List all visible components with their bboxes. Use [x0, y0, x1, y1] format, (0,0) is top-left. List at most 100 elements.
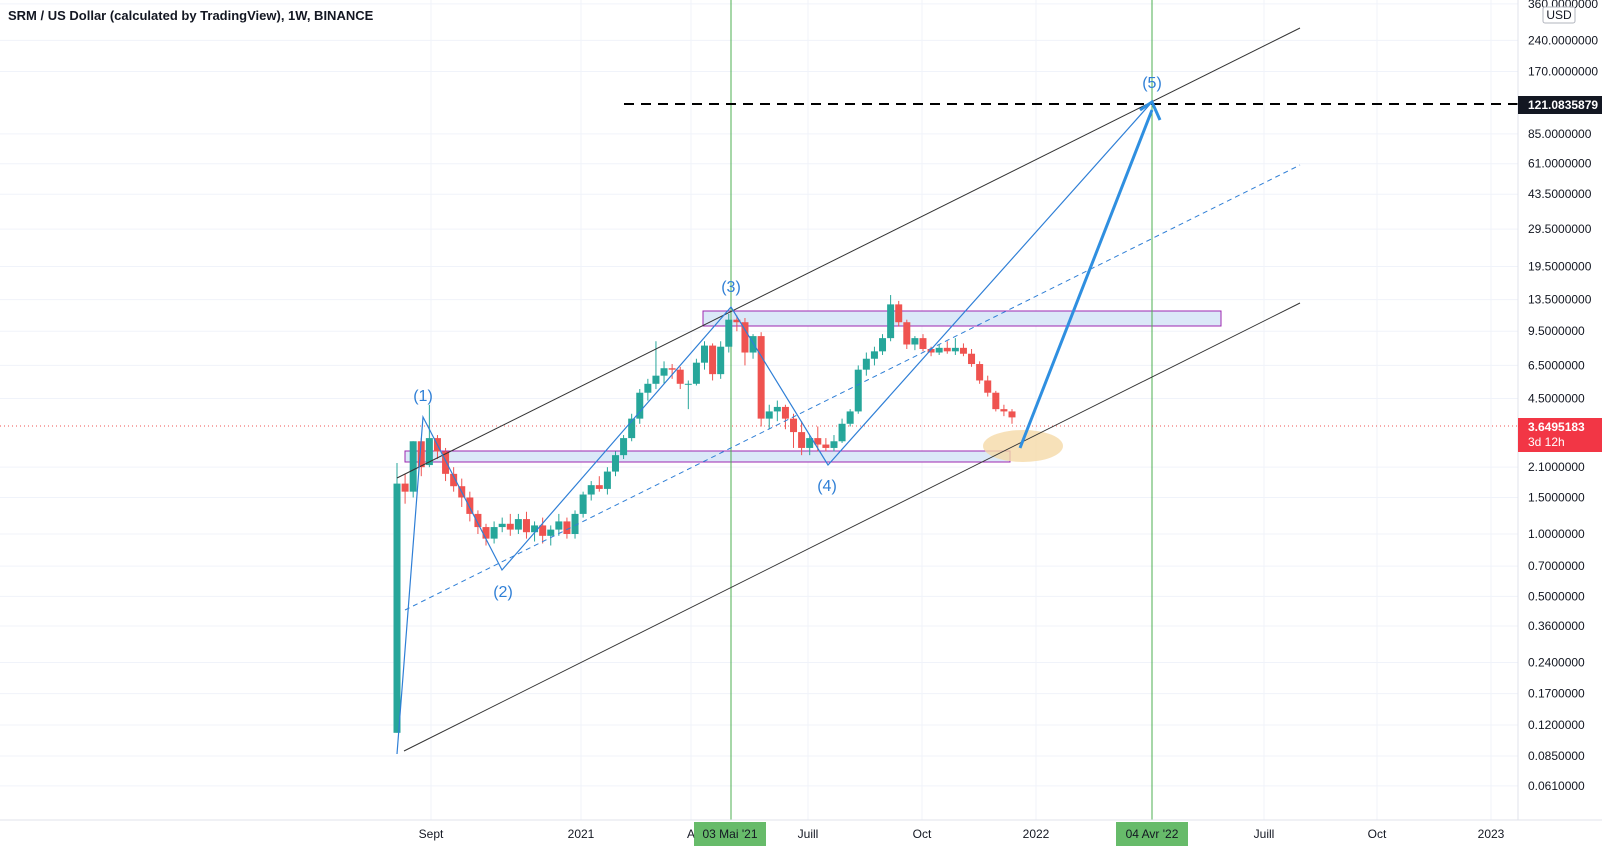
candle-body[interactable]: [830, 441, 838, 448]
candle-body[interactable]: [595, 485, 603, 489]
candle-body[interactable]: [547, 529, 555, 536]
price-axis[interactable]: 360.0000000 240.0000000 170.0000000 85.0000…: [1517, 0, 1602, 820]
candle-body[interactable]: [644, 383, 652, 393]
candle-body[interactable]: [927, 348, 935, 353]
wave-label-1: (1): [413, 388, 433, 405]
candle-body[interactable]: [1000, 409, 1008, 412]
price-axis-label: 0.2400000: [1528, 656, 1585, 670]
candle-body[interactable]: [563, 521, 571, 534]
wave-label-5: (5): [1142, 75, 1162, 92]
candle-body[interactable]: [846, 411, 854, 424]
candle-body[interactable]: [466, 497, 474, 514]
candle-body[interactable]: [790, 418, 798, 433]
current-price-tag-bg: [1518, 418, 1602, 452]
candle-body[interactable]: [603, 471, 611, 489]
candle-body[interactable]: [943, 347, 951, 352]
candle-body[interactable]: [692, 362, 700, 384]
candle-body[interactable]: [636, 392, 644, 419]
time-highlight-2-bg: [1116, 822, 1188, 846]
candle-body[interactable]: [903, 322, 911, 345]
candle-body[interactable]: [895, 304, 903, 323]
candle-body[interactable]: [587, 485, 595, 495]
price-axis-label: 9.5000000: [1528, 324, 1585, 338]
candle-body[interactable]: [652, 375, 660, 384]
candle-body[interactable]: [798, 432, 806, 448]
candle-body[interactable]: [992, 392, 1000, 410]
candle-body[interactable]: [417, 441, 425, 468]
candle-body[interactable]: [409, 441, 417, 492]
channel-midline[interactable]: [404, 164, 1301, 611]
candle-body[interactable]: [401, 483, 409, 492]
candle-body[interactable]: [862, 358, 870, 370]
currency-badge-box[interactable]: [1542, 6, 1576, 24]
elliott-wave-path[interactable]: [396, 101, 1153, 755]
candle-body[interactable]: [757, 336, 765, 419]
candle-body[interactable]: [579, 494, 587, 514]
candle-body[interactable]: [984, 380, 992, 393]
candle-body[interactable]: [911, 338, 919, 345]
candle-body[interactable]: [838, 423, 846, 442]
candle-body[interactable]: [482, 527, 490, 539]
candle-body[interactable]: [733, 319, 741, 323]
candle-body[interactable]: [660, 368, 668, 376]
candle-body[interactable]: [879, 338, 887, 352]
candle-body[interactable]: [749, 336, 757, 353]
candle-body[interactable]: [684, 383, 692, 385]
candle-body[interactable]: [773, 406, 781, 412]
candle-body[interactable]: [870, 351, 878, 359]
candle-body[interactable]: [668, 368, 676, 370]
candle-body[interactable]: [765, 411, 773, 419]
candle-body[interactable]: [951, 347, 959, 352]
support-zone[interactable]: [404, 450, 1011, 463]
channel-lower-line[interactable]: [403, 302, 1301, 752]
candle-body[interactable]: [968, 353, 976, 365]
candle-body[interactable]: [498, 523, 506, 528]
candle-body[interactable]: [717, 346, 725, 375]
candle-body[interactable]: [701, 345, 708, 363]
candle-body[interactable]: [741, 322, 749, 353]
candle-body[interactable]: [571, 513, 579, 534]
time-highlight-1-bg: [694, 822, 766, 846]
candle-body[interactable]: [806, 438, 814, 448]
candle-body[interactable]: [959, 347, 967, 354]
candle-body[interactable]: [676, 369, 684, 384]
support-highlight-ellipse[interactable]: [983, 430, 1063, 462]
candle-body[interactable]: [725, 319, 733, 347]
candle-body[interactable]: [531, 525, 539, 533]
candle-body[interactable]: [611, 455, 619, 472]
candle-body[interactable]: [539, 525, 547, 536]
candle-body[interactable]: [781, 406, 789, 419]
candle-body[interactable]: [555, 521, 563, 530]
candle-body[interactable]: [522, 519, 530, 533]
candle-body[interactable]: [425, 438, 433, 466]
candle-body[interactable]: [628, 418, 636, 439]
candle-body[interactable]: [935, 347, 943, 353]
candle-body[interactable]: [514, 519, 522, 530]
price-axis-label: 43.5000000: [1528, 187, 1592, 201]
price-axis-labels: 360.0000000 240.0000000 170.0000000 85.0000…: [1528, 0, 1598, 793]
price-axis-label: 360.0000000: [1528, 0, 1598, 11]
time-axis[interactable]: Sept 2021 A Juill Oct 2022 Juill Oct 202…: [0, 819, 1602, 846]
candle-body[interactable]: [822, 444, 830, 448]
candle-body[interactable]: [490, 527, 498, 539]
time-label-2023: 2023: [1478, 827, 1505, 841]
candle-body[interactable]: [506, 523, 514, 530]
resistance-zone[interactable]: [702, 310, 1222, 327]
candle-body[interactable]: [450, 473, 458, 487]
price-axis-label: 0.0610000: [1528, 779, 1585, 793]
candle-body[interactable]: [709, 345, 717, 375]
candle-body[interactable]: [919, 338, 927, 349]
candle-body[interactable]: [976, 364, 984, 381]
grid: [0, 0, 1518, 820]
candle-body[interactable]: [1008, 411, 1016, 418]
candle-body[interactable]: [620, 438, 628, 456]
candle-body[interactable]: [474, 513, 482, 528]
candle-body[interactable]: [814, 438, 822, 445]
candle-body[interactable]: [887, 304, 895, 339]
projection-arrow-shaft[interactable]: [1018, 109, 1154, 449]
candle-body[interactable]: [854, 369, 862, 412]
candle-body[interactable]: [442, 451, 450, 474]
candle-body[interactable]: [393, 483, 401, 733]
